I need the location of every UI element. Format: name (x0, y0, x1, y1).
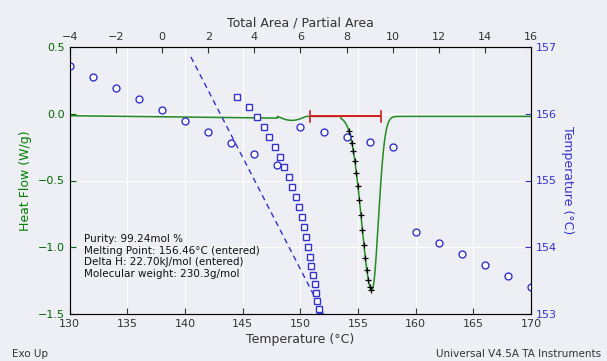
Text: Universal V4.5A TA Instruments: Universal V4.5A TA Instruments (436, 349, 601, 359)
Text: Purity: 99.24mol %
Melting Point: 156.46°C (entered)
Delta H: 22.70kJ/mol (enter: Purity: 99.24mol % Melting Point: 156.46… (84, 234, 259, 279)
Y-axis label: Heat Flow (W/g): Heat Flow (W/g) (19, 130, 32, 231)
Text: Exo Up: Exo Up (12, 349, 48, 359)
X-axis label: Temperature (°C): Temperature (°C) (246, 333, 354, 346)
X-axis label: Total Area / Partial Area: Total Area / Partial Area (227, 17, 374, 30)
Y-axis label: Temperature (°C): Temperature (°C) (561, 126, 574, 235)
